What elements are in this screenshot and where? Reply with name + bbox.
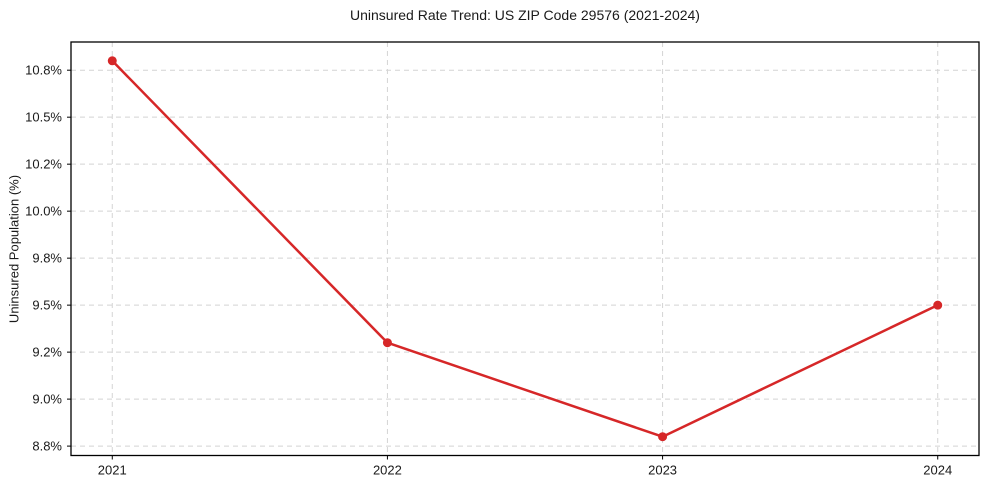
- y-tick-label: 9.5%: [32, 298, 62, 313]
- y-tick-label: 10.0%: [25, 204, 62, 219]
- x-tick-label: 2021: [98, 463, 127, 478]
- x-tick-label: 2024: [923, 463, 952, 478]
- y-tick-label: 10.5%: [25, 110, 62, 125]
- x-tick-label: 2022: [373, 463, 402, 478]
- data-point: [658, 432, 668, 442]
- y-tick-label: 9.0%: [32, 392, 62, 407]
- y-tick-label: 9.2%: [32, 345, 62, 360]
- data-point: [382, 338, 392, 348]
- y-axis-label: Uninsured Population (%): [6, 174, 22, 324]
- axes-border: [70, 41, 980, 457]
- y-tick-label: 10.8%: [25, 63, 62, 78]
- x-tick-label: 2023: [648, 463, 677, 478]
- y-tick-label: 8.8%: [32, 439, 62, 454]
- y-tick-label: 10.2%: [25, 157, 62, 172]
- chart-title: Uninsured Rate Trend: US ZIP Code 29576 …: [350, 7, 700, 23]
- data-point: [933, 300, 943, 310]
- y-tick-label: 9.8%: [32, 251, 62, 266]
- data-point: [107, 56, 117, 66]
- trend-line: [111, 59, 939, 438]
